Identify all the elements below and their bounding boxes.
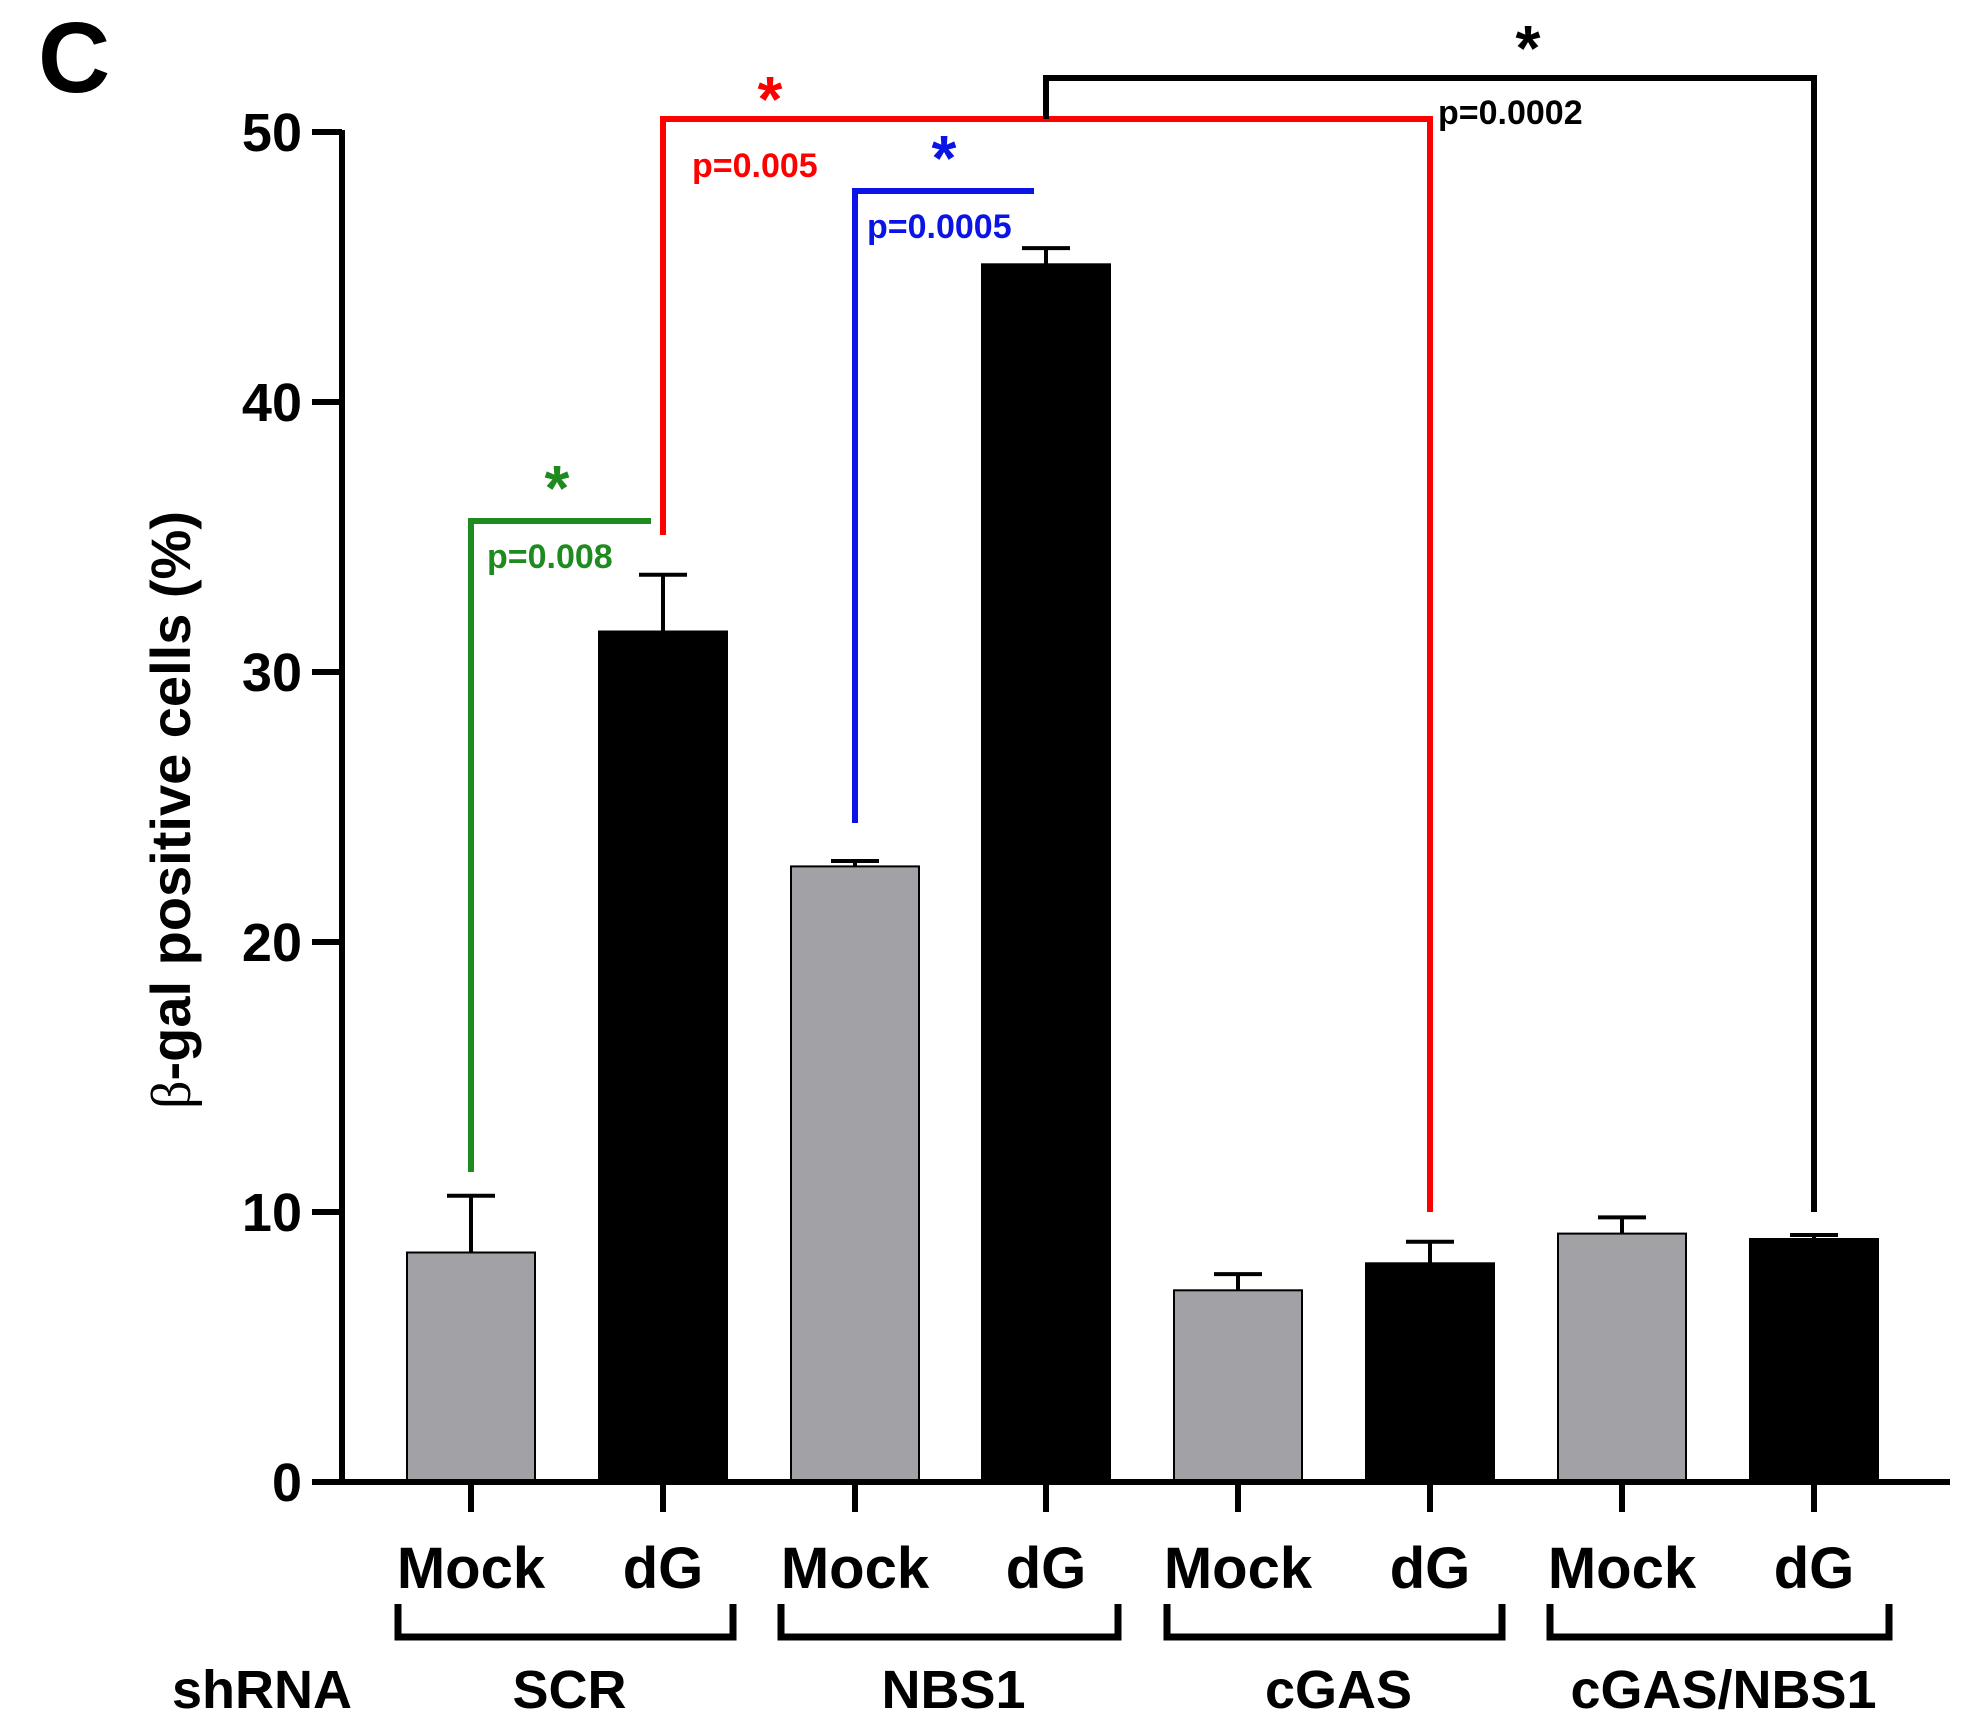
group-label: cGAS <box>1265 1660 1412 1720</box>
significance-star: * <box>932 122 957 194</box>
y-tick-label: 30 <box>242 643 302 703</box>
y-axis-label: β-gal positive cells (%) <box>139 511 203 1109</box>
bar <box>406 1251 536 1483</box>
y-tick-label: 10 <box>242 1183 302 1243</box>
significance-star: * <box>758 63 783 135</box>
bar <box>1557 1232 1687 1483</box>
category-label: dG <box>1774 1536 1855 1601</box>
category-label: dG <box>1006 1536 1087 1601</box>
bar <box>981 263 1111 1483</box>
significance-star: * <box>545 452 570 524</box>
y-axis-label-text: -gal positive cells (%) <box>139 511 202 1081</box>
p-value-label: p=0.008 <box>487 538 613 576</box>
group-bracket <box>1163 1604 1506 1641</box>
y-tick-label: 50 <box>242 103 302 163</box>
panel-label: C <box>38 2 110 114</box>
bars-layer <box>406 263 1879 1484</box>
error-bars-layer <box>447 246 1838 1291</box>
group-bracket <box>394 1604 737 1641</box>
bar <box>598 630 728 1483</box>
category-label: Mock <box>781 1536 930 1601</box>
comparison-bracket <box>852 188 1034 823</box>
category-label: Mock <box>1164 1536 1313 1601</box>
axes-layer <box>312 129 1950 1641</box>
comparisons-layer <box>468 75 1817 1212</box>
y-axis-label-beta: β <box>141 1081 203 1110</box>
group-bracket <box>1546 1604 1893 1641</box>
y-tick-label: 40 <box>242 373 302 433</box>
p-value-label: p=0.0002 <box>1438 94 1583 132</box>
group-label: SCR <box>512 1660 626 1720</box>
bar <box>1749 1238 1879 1483</box>
comparison-bracket <box>468 518 651 1172</box>
comparison-bracket <box>1043 75 1817 1212</box>
bar <box>1173 1289 1303 1484</box>
bar <box>1365 1262 1495 1484</box>
labels-layer: 0 10 20 30 40 50 Mock dG Mock dG Mock dG Mock dG SCR NB… <box>242 12 1877 1720</box>
y-tick-label: 20 <box>242 913 302 973</box>
p-value-label: p=0.0005 <box>867 208 1012 246</box>
category-label: Mock <box>397 1536 546 1601</box>
significance-star: * <box>1516 12 1541 84</box>
category-label: dG <box>1390 1536 1471 1601</box>
group-bracket <box>777 1604 1122 1641</box>
bar <box>790 865 920 1483</box>
category-label: Mock <box>1548 1536 1697 1601</box>
group-label: cGAS/NBS1 <box>1570 1660 1876 1720</box>
y-tick-label: 0 <box>272 1453 302 1513</box>
category-label: dG <box>623 1536 704 1601</box>
group-label: NBS1 <box>881 1660 1025 1720</box>
group-prefix-label: shRNA <box>172 1660 352 1720</box>
p-value-label: p=0.005 <box>692 147 818 185</box>
